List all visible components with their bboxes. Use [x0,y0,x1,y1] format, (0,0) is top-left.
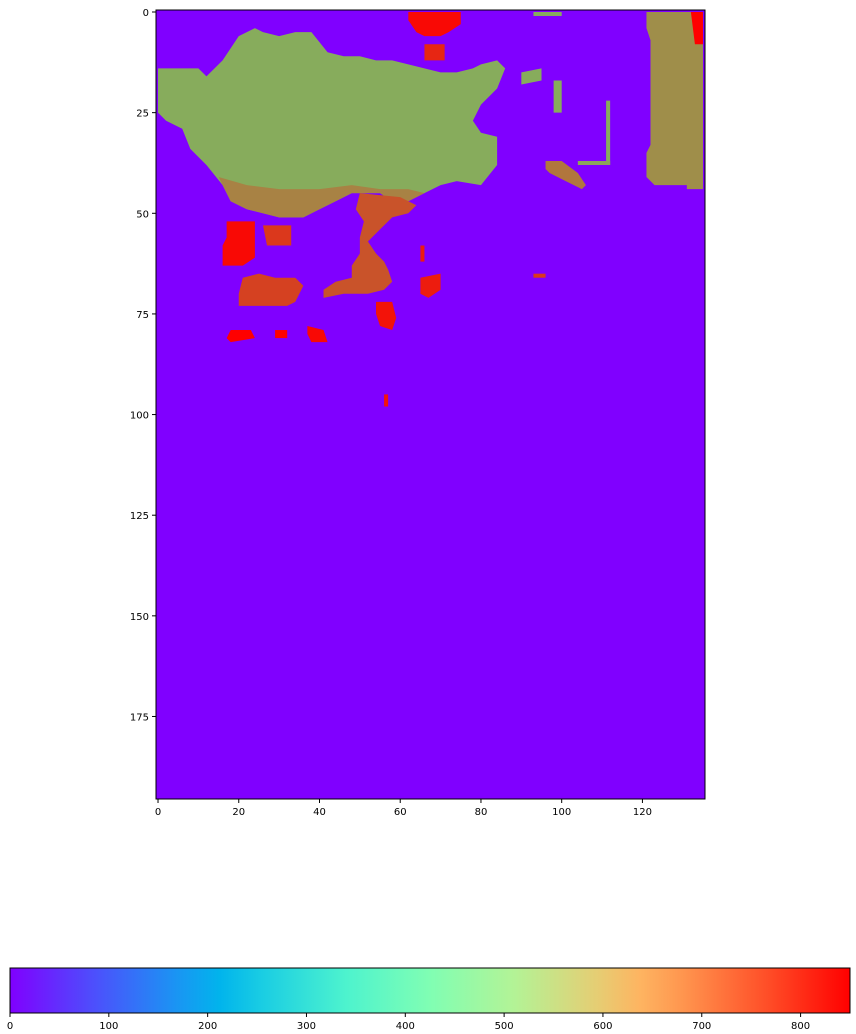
heatmap-region-islet-j [533,273,546,278]
x-tick-label: 100 [552,807,571,818]
x-tick-label: 0 [155,807,161,818]
colorbar-tick-label: 0 [7,1021,13,1032]
heatmap-region-southern-island-a [222,221,255,266]
colorbar-tick-label: 400 [396,1021,415,1032]
heatmap-region-top-right-red-strip [690,12,703,45]
heatmap-region-main-landmass [158,28,506,218]
y-tick-label: 0 [143,8,149,19]
heatmap-region-top-islet-b [424,44,445,61]
y-tick-label: 100 [130,411,149,422]
heatmap-region-top-islet-a [408,12,461,37]
heatmap-region-east-step [577,160,611,165]
heatmap-region-islet-i [384,394,389,407]
x-axis-ticks: 0 20 40 60 80 100 120 [155,799,652,818]
heatmap-region-islet-l [553,80,562,113]
x-tick-label: 120 [633,807,652,818]
x-tick-label: 20 [232,807,245,818]
y-tick-label: 150 [130,612,149,623]
heatmap-region-east-arm [545,160,586,190]
colorbar-tick-label: 300 [297,1021,316,1032]
colorbar-tick-label: 800 [791,1021,810,1032]
colorbar-tick-label: 500 [495,1021,514,1032]
colorbar-tick-label: 700 [692,1021,711,1032]
heatmap-axes: 0 20 40 60 80 100 120 0 25 50 75 100 125 150 175 [130,8,706,818]
colorbar-ticks: 0 100 200 300 400 500 600 700 800 [7,1013,810,1032]
heatmap-region-southern-islet-e [420,273,441,298]
heatmap-region-east-strip [606,100,611,165]
x-tick-label: 40 [313,807,326,818]
x-tick-label: 80 [475,807,488,818]
x-tick-label: 60 [394,807,407,818]
heatmap-region-peninsula [323,193,417,298]
heatmap-region-southern-islet-f [307,326,328,343]
heatmap-region-north-sliver-b [521,68,542,85]
y-tick-label: 175 [130,712,149,723]
y-axis-ticks: 0 25 50 75 100 125 150 175 [130,8,156,723]
y-tick-label: 75 [136,310,149,321]
heatmap-region-north-sliver-a [533,12,562,17]
colorbar-tick-label: 600 [593,1021,612,1032]
y-tick-label: 125 [130,511,149,522]
heatmap-regions [158,12,703,407]
heatmap-region-islet-k [420,245,425,262]
heatmap-frame [155,9,706,800]
y-tick-label: 50 [136,209,149,220]
colorbar-bar [9,967,851,1014]
heatmap-region-southern-island-d [376,301,397,331]
y-tick-label: 25 [136,109,149,120]
colorbar-tick-label: 200 [198,1021,217,1032]
colorbar-tick-label: 100 [99,1021,118,1032]
heatmap-region-southern-island-b [238,273,304,306]
colorbar: 0 100 200 300 400 500 600 700 800 [7,967,851,1032]
heatmap-region-southern-islet-g [226,330,255,343]
heatmap-region-right-coastal-strip [646,12,703,190]
heatmap-region-landmass-south-band [218,177,425,218]
heatmap-region-southern-islet-h [275,330,288,339]
heatmap-region-southern-island-c [262,225,292,246]
